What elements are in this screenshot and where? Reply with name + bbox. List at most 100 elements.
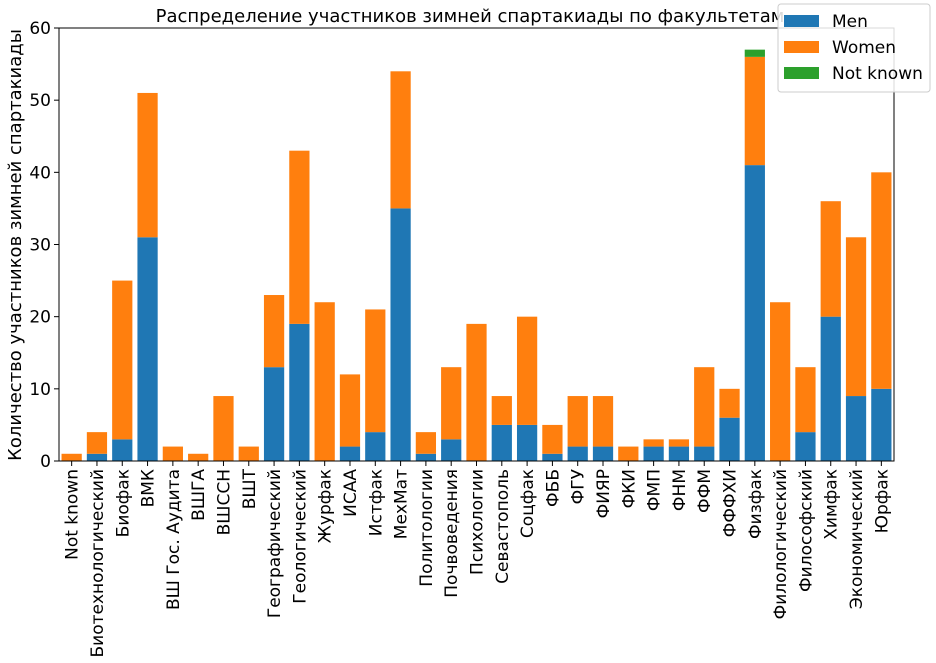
x-tick-label: Экономический (847, 469, 867, 609)
x-tick-label: Геологический (290, 469, 310, 604)
bar-women-0 (61, 453, 82, 461)
legend-swatch (784, 15, 819, 27)
x-tick-label: Истфак (366, 469, 386, 536)
bar-women-20 (567, 396, 588, 447)
x-tick-label: Политологии (417, 469, 437, 587)
x-tick-label: Соцфак (518, 469, 538, 538)
x-tick-label: Химфак (822, 469, 842, 540)
x-tick-label: ФНМ (670, 469, 690, 511)
bar-not-known-27 (744, 49, 765, 57)
x-tick-label: ФФМ (695, 469, 715, 513)
bar-men-14 (415, 453, 437, 461)
x-tick-label: Почвоведения (442, 469, 462, 598)
bar-women-5 (188, 453, 209, 461)
x-tick-label: Севастополь (493, 469, 513, 584)
bar-women-32 (871, 172, 892, 389)
legend-swatch (784, 41, 819, 53)
bar-women-1 (86, 432, 108, 454)
x-axis: Not known Биотехнологический Биофак ВМК ВШ Г… (63, 461, 892, 658)
bar-men-3 (137, 237, 158, 461)
y-tick-label: 40 (29, 163, 51, 183)
bar-women-4 (162, 446, 183, 461)
plot-frame (58, 27, 895, 462)
bar-women-25 (694, 367, 715, 447)
bar-women-3 (137, 92, 158, 238)
bar-men-19 (542, 453, 563, 461)
bar-women-23 (643, 439, 664, 447)
bar-men-30 (820, 316, 841, 461)
x-tick-label: ФФФХИ (721, 469, 741, 537)
bar-women-26 (719, 388, 740, 418)
bar-men-17 (491, 424, 512, 461)
y-tick-label: 0 (40, 452, 51, 472)
bar-women-16 (466, 323, 487, 461)
x-tick-label: ВШГА (189, 469, 209, 521)
bar-women-29 (795, 367, 816, 433)
bar-women-27 (744, 56, 765, 166)
x-tick-label: ФИЯР (594, 469, 614, 518)
bar-women-21 (592, 396, 614, 447)
bar-women-19 (542, 424, 563, 454)
bar-men-31 (845, 396, 867, 461)
bar-men-18 (516, 424, 538, 461)
bar-men-11 (339, 446, 361, 461)
x-tick-label: ВШ Гос. Аудита (164, 469, 184, 610)
legend-swatch (784, 67, 819, 79)
x-tick-label: МехМат (392, 469, 412, 539)
bar-men-20 (567, 446, 588, 461)
x-tick-label: ФКИ (619, 469, 639, 508)
bar-men-15 (441, 439, 462, 461)
bar-men-27 (744, 165, 765, 461)
bar-men-2 (112, 439, 133, 461)
x-tick-label: Филологический (771, 469, 791, 619)
y-axis-label: Количество участников зимней спартакиады (5, 29, 26, 461)
bar-women-8 (263, 295, 285, 368)
bar-men-32 (871, 388, 892, 461)
x-tick-label: Not known (63, 469, 83, 560)
legend: Men Women Not known (777, 3, 931, 93)
x-tick-label: ВШССН (214, 469, 234, 535)
x-tick-label: Психологии (468, 469, 488, 575)
x-tick-label: Журфак (316, 469, 336, 543)
bar-men-1 (86, 453, 108, 461)
bar-women-17 (491, 396, 512, 425)
bar-women-7 (238, 446, 259, 461)
x-tick-label: ФГУ (569, 468, 589, 504)
bar-men-21 (592, 446, 614, 461)
y-tick-label: 60 (29, 19, 51, 39)
bar-women-13 (390, 71, 411, 209)
bar-women-22 (618, 446, 639, 461)
bar-women-12 (365, 309, 386, 433)
bar-women-28 (770, 302, 791, 461)
bar-men-26 (719, 417, 740, 461)
bars-group (61, 49, 892, 461)
y-tick-label: 20 (29, 308, 51, 328)
x-tick-label: ФМП (645, 469, 665, 511)
y-tick-label: 30 (29, 236, 51, 256)
bar-women-9 (289, 150, 310, 324)
bar-women-31 (845, 237, 867, 397)
legend-label: Women (832, 38, 896, 58)
bar-women-2 (112, 280, 133, 440)
bar-women-24 (668, 439, 690, 447)
bar-men-8 (263, 367, 285, 461)
bar-men-9 (289, 323, 310, 461)
bar-women-14 (415, 432, 437, 454)
legend-label: Not known (832, 64, 923, 84)
bar-women-30 (820, 201, 841, 317)
bar-women-11 (339, 374, 361, 447)
x-tick-label: ВШТ (240, 468, 260, 509)
x-tick-label: Физфак (746, 469, 766, 539)
y-axis: 0 10 20 30 40 50 60 (29, 19, 59, 472)
y-tick-label: 10 (29, 380, 51, 400)
x-tick-label: Биотехнологический (88, 469, 108, 658)
x-tick-label: ИСАА (341, 469, 361, 517)
bar-men-12 (365, 432, 386, 461)
bar-men-24 (668, 446, 690, 461)
x-tick-label: Географический (265, 469, 285, 618)
bar-men-29 (795, 432, 816, 461)
legend-label: Men (832, 12, 868, 32)
bar-women-10 (314, 302, 335, 461)
x-tick-label: ВМК (139, 469, 159, 507)
